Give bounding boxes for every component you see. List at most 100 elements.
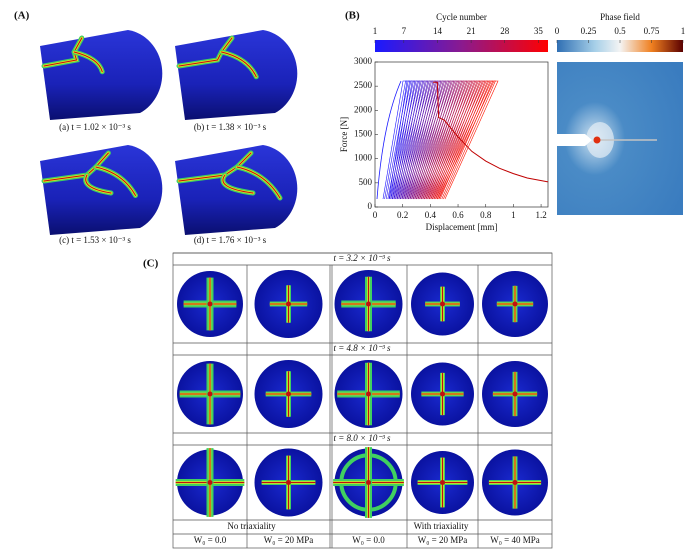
caption: (a) t = 1.02 × 10⁻³ s: [59, 122, 131, 132]
column-label: W₀ = 20 MPa: [418, 535, 467, 545]
caption: (d) t = 1.76 × 10⁻³ s: [194, 235, 267, 245]
loading-cycle: [416, 80, 463, 200]
colorbar-title: Phase field: [600, 12, 640, 22]
crack-center: [512, 301, 518, 307]
column-label: W₀ = 0.0: [352, 535, 385, 545]
loading-cycle: [384, 80, 410, 200]
loading-cycle: [385, 80, 413, 200]
loading-cycle: [408, 80, 449, 200]
loading-cycle: [382, 80, 408, 200]
y-tick-label: 2000: [354, 104, 373, 114]
crack-center: [207, 480, 213, 485]
crack: [95, 152, 109, 168]
crack: [222, 174, 254, 194]
y-tick-label: 0: [368, 201, 373, 211]
time-header: t = 4.8 × 10⁻³ s: [333, 343, 391, 353]
y-tick-label: 1000: [354, 153, 373, 163]
loading-cycle: [417, 80, 465, 200]
loading-cycle: [435, 80, 494, 200]
cylinder: [40, 30, 163, 120]
x-tick-label: 1.2: [535, 210, 546, 220]
crack-center: [440, 480, 445, 485]
group-header: No triaxiality: [227, 521, 276, 531]
force-curve: [433, 81, 549, 183]
column-label: W₀ = 0.0: [194, 535, 227, 545]
x-tick-label: 0.6: [452, 210, 464, 220]
x-tick-label: 0.8: [480, 210, 492, 220]
colorbar-tick-label: 0.25: [581, 26, 597, 36]
x-tick-label: 1: [511, 210, 516, 220]
loading-cycle: [405, 80, 444, 200]
colorbar-tick-label: 35: [534, 26, 544, 36]
loading-cycle: [424, 80, 476, 200]
x-axis-label: Displacement [mm]: [426, 222, 498, 232]
loading-cycle: [438, 80, 499, 200]
y-tick-label: 1500: [354, 129, 373, 139]
loading-cycle: [421, 80, 470, 200]
crack: [73, 51, 103, 73]
crack-center: [286, 391, 291, 397]
x-tick-label: 0: [373, 210, 378, 220]
cycle-colorbar: [375, 40, 548, 52]
crack: [73, 37, 83, 53]
panel-label: (C): [143, 258, 159, 270]
caption: (c) t = 1.53 × 10⁻³ s: [59, 235, 131, 245]
loading-cycle: [413, 80, 457, 200]
colorbar-tick-label: 14: [433, 26, 443, 36]
panel-label: (A): [14, 10, 30, 22]
x-tick-label: 0.2: [397, 210, 408, 220]
crack-center: [366, 480, 371, 485]
loading-cycle: [387, 80, 416, 200]
x-tick-label: 0.4: [425, 210, 437, 220]
crack-center: [512, 480, 518, 485]
colorbar-tick-label: 1: [373, 26, 378, 36]
y-tick-label: 3000: [354, 56, 373, 66]
crack: [236, 152, 252, 168]
colorbar-title: Cycle number: [436, 12, 487, 22]
colorbar-tick-label: 0.5: [614, 26, 626, 36]
crack-center: [366, 391, 371, 397]
colorbar-tick-label: 7: [402, 26, 407, 36]
colorbar-tick-label: 21: [467, 26, 476, 36]
loading-cycle: [429, 80, 483, 200]
crack-tip: [593, 136, 601, 144]
loading-cycle: [392, 80, 423, 200]
loading-cycle: [403, 80, 442, 200]
crack: [95, 166, 136, 196]
loading-cycle: [395, 80, 429, 200]
crack: [85, 174, 112, 194]
loading-cycle: [422, 80, 473, 200]
column-label: W₀ = 20 MPa: [264, 535, 313, 545]
loading-cycle: [414, 80, 460, 200]
colorbar-tick-label: 1: [681, 26, 686, 36]
crack-center: [286, 301, 291, 307]
crack: [236, 166, 281, 199]
colorbar-tick-label: 0: [555, 26, 560, 36]
time-header: t = 8.0 × 10⁻³ s: [333, 433, 391, 443]
loading-cycle: [393, 80, 426, 200]
y-axis-label: Force [N]: [339, 117, 349, 152]
loading-cycle: [406, 80, 447, 200]
loading-cycle: [376, 80, 402, 200]
crack-center: [207, 391, 213, 397]
caption: (b) t = 1.38 × 10⁻³ s: [194, 122, 267, 132]
colorbar-tick-label: 28: [500, 26, 510, 36]
column-label: W₀ = 40 MPa: [490, 535, 539, 545]
loading-cycle: [427, 80, 481, 200]
crack: [221, 51, 257, 78]
y-tick-label: 2500: [354, 80, 373, 90]
crack: [178, 51, 222, 67]
panel-label: (B): [345, 10, 360, 22]
crack: [221, 37, 233, 53]
loading-cycle: [397, 80, 431, 200]
loading-cycle: [411, 80, 455, 200]
loading-cycle: [390, 80, 421, 200]
crack-center: [440, 301, 445, 307]
crack-center: [286, 480, 291, 485]
loading-cycle: [437, 80, 496, 200]
cylinder: [175, 30, 298, 120]
group-header: With triaxiality: [414, 521, 469, 531]
loading-cycle: [433, 80, 491, 200]
loading-cycle: [432, 80, 489, 200]
